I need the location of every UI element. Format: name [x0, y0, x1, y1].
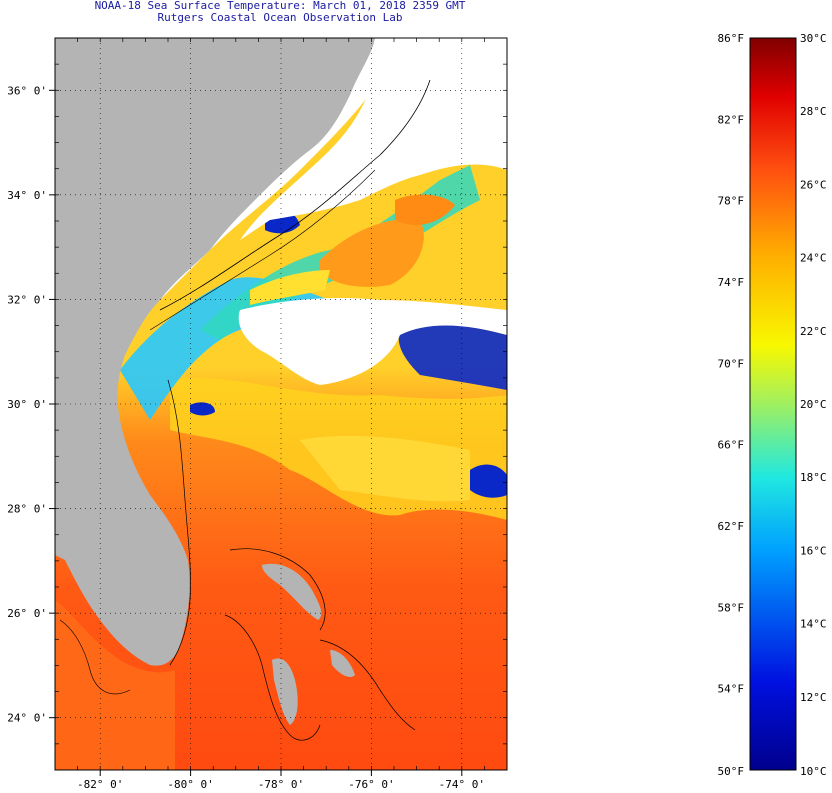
longitude-labels: -82° 0' -80° 0' -78° 0' -76° 0' -74° 0' — [77, 778, 485, 791]
bathymetry-contour-inner — [149, 169, 376, 331]
land-andros — [272, 658, 298, 725]
colorbar-f-label: 66°F — [718, 439, 745, 452]
lat-label: 34° 0' — [7, 189, 47, 202]
colorbar-c-label: 22°C — [800, 325, 827, 338]
lat-label: 26° 0' — [7, 607, 47, 620]
colorbar-c-label: 20°C — [800, 398, 827, 411]
lon-label: -78° 0' — [258, 778, 304, 791]
colorbar-c-label: 18°C — [800, 471, 827, 484]
colorbar-celsius-labels: 30°C 28°C 26°C 24°C 22°C 20°C 18°C 16°C 14°C 12°C… — [800, 32, 827, 778]
bathymetry-contour-florida — [167, 379, 191, 666]
lon-label: -76° 0' — [348, 778, 394, 791]
land-eleuthera — [330, 650, 355, 677]
lat-label: 24° 0' — [7, 712, 47, 725]
sst-yellow-filament — [250, 270, 330, 305]
lon-label: -82° 0' — [77, 778, 123, 791]
sst-cold-patch-east — [398, 324, 507, 390]
sst-cold-patch-se — [470, 464, 507, 498]
land-grand-bahama — [262, 563, 322, 620]
graticule — [49, 37, 508, 776]
cloud-cover-central — [238, 298, 507, 385]
colorbar-f-label: 50°F — [718, 765, 745, 778]
lon-label: -74° 0' — [439, 778, 485, 791]
colorbar-c-label: 10°C — [800, 765, 827, 778]
colorbar-f-label: 54°F — [718, 683, 745, 696]
sst-cold-spot — [190, 402, 215, 416]
colorbar-f-label: 62°F — [718, 520, 745, 533]
bathymetry-contour-shelf — [159, 79, 431, 311]
colorbar-f-label: 82°F — [718, 113, 745, 126]
sst-warm-filament — [395, 194, 455, 225]
cloud-cover-northeast — [240, 38, 507, 240]
sst-yellow-patch — [300, 435, 470, 502]
colorbar-f-label: 74°F — [718, 276, 745, 289]
colorbar-c-label: 14°C — [800, 618, 827, 631]
bathymetry-contour-bahamas-east — [319, 639, 416, 731]
sst-gulfstream-eddy — [320, 219, 424, 287]
bathymetry-contour-bahamas-north — [229, 548, 326, 631]
colorbar — [749, 37, 797, 771]
latitude-labels: 36° 0' 34° 0' 32° 0' 30° 0' 28° 0' 26° 0' 24° … — [7, 84, 47, 724]
colorbar-c-label: 28°C — [800, 105, 827, 118]
map-title: NOAA-18 Sea Surface Temperature: March 0… — [94, 0, 466, 12]
colorbar-f-label: 58°F — [718, 601, 745, 614]
colorbar-c-label: 30°C — [800, 32, 827, 45]
bathymetry-contour-gulf — [59, 619, 131, 695]
lat-label: 30° 0' — [7, 398, 47, 411]
colorbar-f-label: 78°F — [718, 195, 745, 208]
lat-label: 28° 0' — [7, 503, 47, 516]
colorbar-c-label: 12°C — [800, 691, 827, 704]
colorbar-fahrenheit-labels: 86°F 82°F 78°F 74°F 70°F 66°F 62°F 58°F 54°F 50°F — [718, 32, 745, 778]
colorbar-c-label: 24°C — [800, 252, 827, 265]
colorbar-f-label: 86°F — [718, 32, 745, 45]
lat-label: 32° 0' — [7, 293, 47, 306]
map-subtitle: Rutgers Coastal Ocean Observation Lab — [157, 11, 403, 24]
sst-gulf-of-mexico — [55, 600, 175, 770]
lon-label: -80° 0' — [167, 778, 213, 791]
bathymetry-contour-bahamas-west — [224, 614, 321, 741]
colorbar-c-label: 16°C — [800, 544, 827, 557]
lat-label: 36° 0' — [7, 84, 47, 97]
colorbar-c-label: 26°C — [800, 178, 827, 191]
colorbar-f-label: 70°F — [718, 357, 745, 370]
